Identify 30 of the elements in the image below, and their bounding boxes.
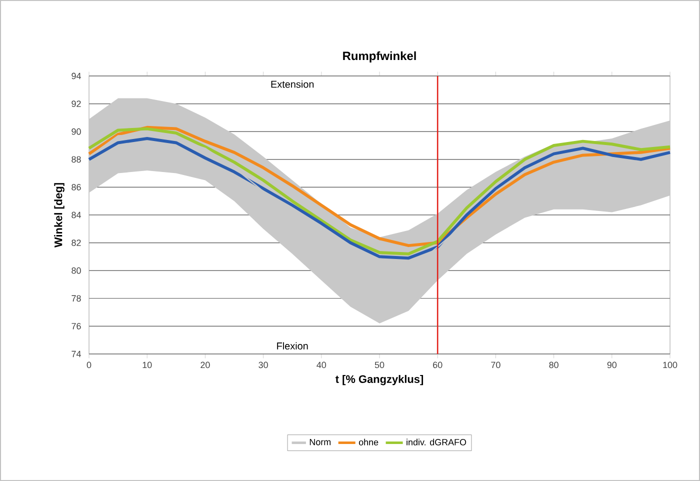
y-tick-label: 90 — [72, 128, 81, 135]
x-tick-label: 30 — [258, 362, 268, 368]
x-tick-label: 60 — [433, 362, 442, 368]
chart-title: Rumpfwinkel — [343, 51, 416, 62]
x-tick-label: 20 — [200, 362, 210, 368]
y-tick-label: 92 — [72, 100, 81, 107]
x-tick-label: 50 — [374, 362, 384, 368]
x-axis-title: t [% Gangzyklus] — [336, 374, 424, 386]
y-tick-label: 84 — [72, 212, 81, 218]
y-tick-label: 76 — [72, 323, 81, 330]
legend-label: indiv. dGRAFO — [406, 438, 466, 446]
x-tick-label: 40 — [316, 362, 326, 368]
y-tick-label: 78 — [72, 295, 81, 302]
x-tick-label: 70 — [491, 362, 500, 368]
x-tick-label: 90 — [607, 362, 617, 368]
x-tick-label: 10 — [142, 362, 152, 368]
y-axis-title: Winkel [deg] — [54, 183, 64, 248]
y-tick-label: 82 — [72, 240, 81, 246]
x-tick-label: 100 — [663, 362, 678, 368]
annotation: Extension — [271, 80, 314, 88]
y-tick-label: 88 — [72, 156, 81, 163]
y-tick-label: 80 — [72, 267, 81, 274]
y-tick-label: 86 — [72, 184, 81, 190]
legend-label: Norm — [310, 438, 331, 446]
x-tick-label: 0 — [86, 362, 92, 368]
annotation: Flexion — [277, 342, 308, 350]
x-tick-label: 80 — [549, 362, 558, 368]
y-tick-label: 94 — [72, 72, 81, 80]
legend-label: ohne — [358, 438, 378, 446]
y-tick-label: 74 — [72, 350, 81, 358]
